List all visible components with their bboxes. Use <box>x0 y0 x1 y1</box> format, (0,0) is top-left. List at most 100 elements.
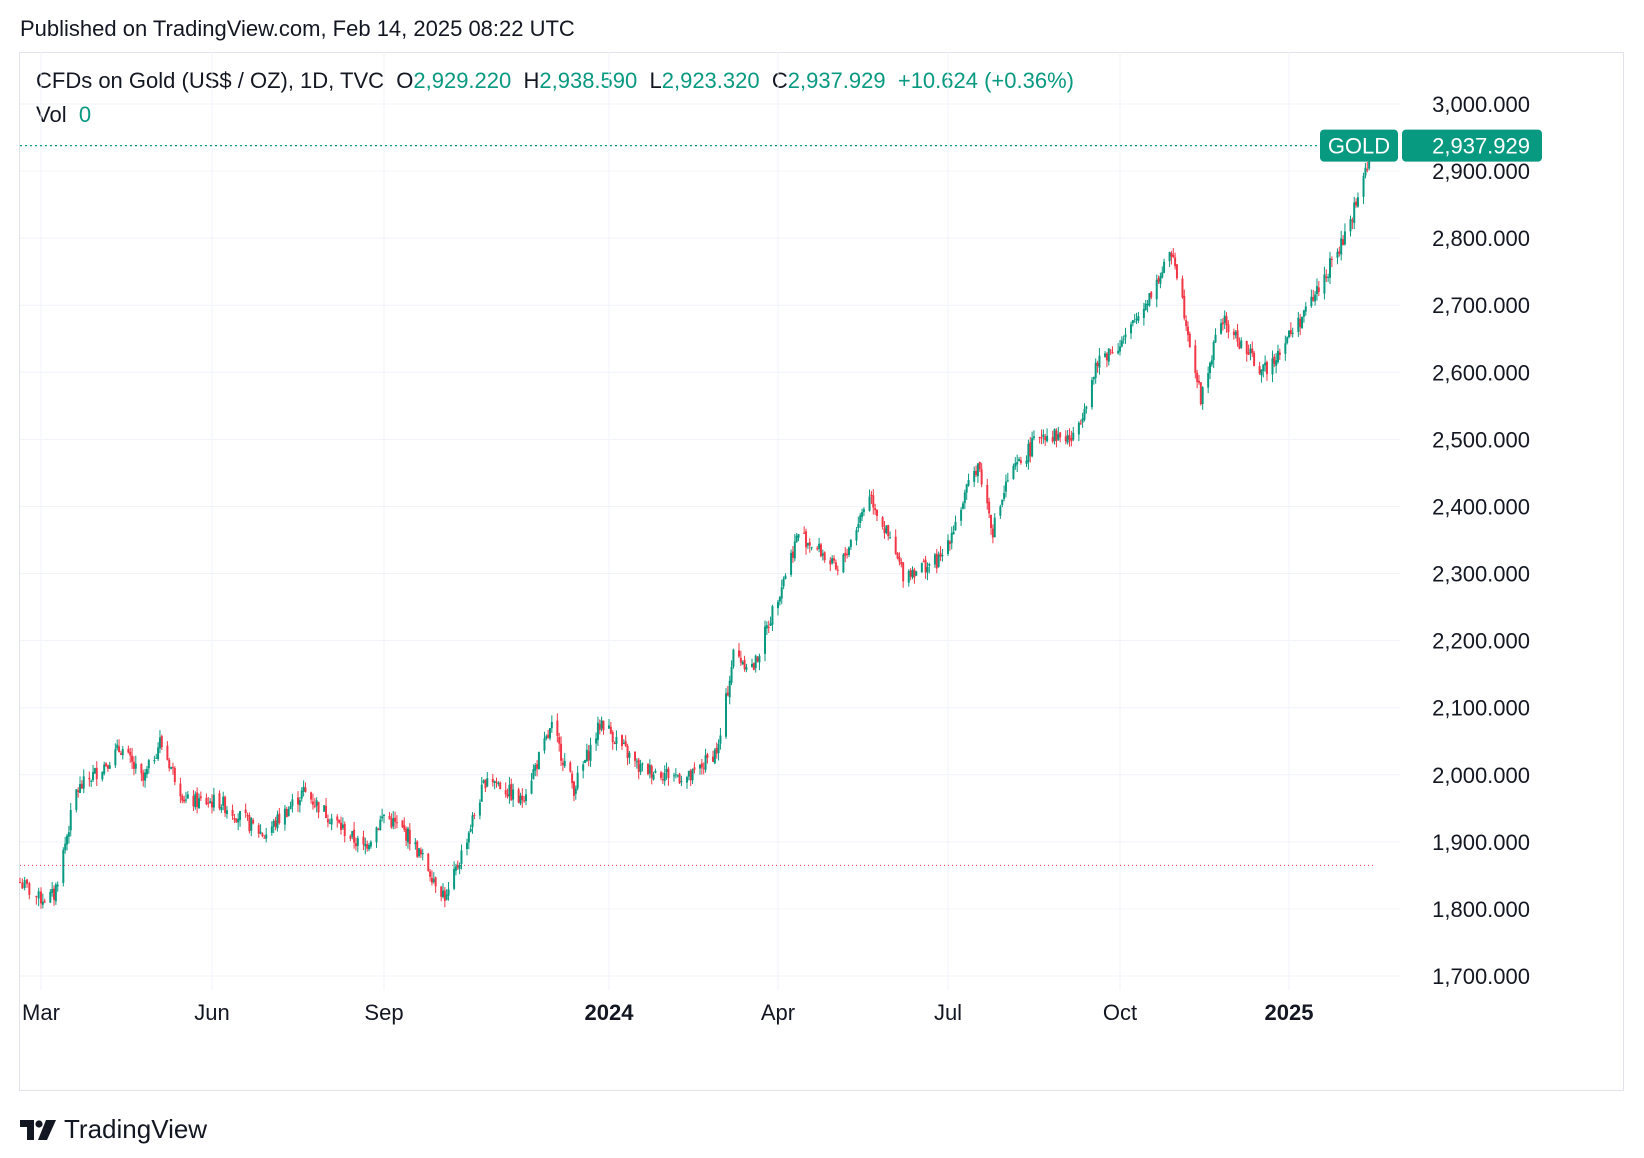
candle-body <box>1351 220 1354 222</box>
candle-up <box>287 806 290 817</box>
candle-body <box>782 578 785 587</box>
candle-body <box>218 793 221 809</box>
candle-body <box>171 767 174 769</box>
candle-down <box>218 790 221 811</box>
candle-up <box>1104 350 1107 358</box>
candle-body <box>652 774 655 780</box>
candle-down <box>874 503 877 515</box>
candle-body <box>326 819 329 823</box>
candle-up <box>54 882 57 905</box>
candle-body <box>859 515 862 524</box>
candle-up <box>1025 455 1028 468</box>
candle-body <box>924 559 927 573</box>
candle-up <box>1122 335 1125 344</box>
candle-body <box>1265 361 1268 375</box>
candle-up <box>641 762 644 772</box>
candle-up <box>1107 348 1110 366</box>
candle-body <box>1302 310 1305 317</box>
candle-body <box>330 818 333 825</box>
candle-body <box>963 492 966 504</box>
candle-up <box>574 785 577 800</box>
candle-down <box>1185 315 1188 332</box>
candle-up <box>1148 293 1151 307</box>
candle-up <box>663 765 666 786</box>
candle-body <box>1042 434 1045 437</box>
candle-body <box>537 752 540 769</box>
candle-up <box>847 546 850 558</box>
candle-body <box>394 817 397 822</box>
candle-up <box>795 532 798 543</box>
candle-body <box>887 525 890 537</box>
candle-body <box>829 560 832 565</box>
candle-down <box>343 821 346 843</box>
candle-down <box>26 878 28 888</box>
candle-body <box>418 848 421 857</box>
candle-up <box>563 753 566 768</box>
candle-up <box>392 811 395 830</box>
time-tick-label: 2025 <box>1265 1000 1314 1025</box>
candle-body <box>233 817 236 820</box>
candle-down <box>883 520 886 539</box>
candle-down <box>913 567 916 584</box>
candle-down <box>362 830 365 851</box>
candle-body <box>730 666 733 683</box>
candle-body <box>1340 238 1343 255</box>
candle-down <box>119 750 122 756</box>
open-label: O <box>396 68 414 93</box>
candle-body <box>926 567 929 573</box>
candle-down <box>310 791 313 804</box>
candle-down <box>1330 256 1333 268</box>
price-chart[interactable]: 1,700.000 1,800.000 1,900.000 2,000.000 2,10… <box>0 0 1644 1100</box>
candle-body <box>211 801 213 808</box>
candle-body <box>1051 437 1054 442</box>
candle-up <box>458 862 461 875</box>
candle-body <box>780 587 783 599</box>
candle-body <box>793 541 796 559</box>
candle-up <box>582 760 585 779</box>
candle-body <box>613 743 616 745</box>
candle-body <box>558 736 561 744</box>
candle-down <box>637 758 640 780</box>
candle-down <box>712 750 714 763</box>
candle-body <box>261 833 264 837</box>
candle-body <box>442 890 445 897</box>
candle-down <box>621 734 623 750</box>
candle-up <box>532 764 535 780</box>
candle-body <box>196 792 199 808</box>
candle-body <box>1260 369 1263 376</box>
candle-up <box>1343 223 1346 246</box>
candle-up <box>447 882 450 901</box>
candle-up <box>421 848 424 861</box>
candle-body <box>101 771 104 780</box>
candle-body <box>1297 317 1300 332</box>
candle-body <box>536 764 539 769</box>
candle-body <box>576 772 579 789</box>
candle-down <box>872 489 875 515</box>
candle-up <box>1353 196 1356 230</box>
candle-body <box>1291 332 1294 334</box>
candle-down <box>88 771 91 787</box>
candle-body <box>1223 315 1226 323</box>
candle-body <box>881 517 884 527</box>
candle-body <box>108 765 111 769</box>
candle-up <box>116 739 119 751</box>
time-axis[interactable]: Mar Jun Sep 2024 Apr Jul Oct 2025 <box>22 1000 1313 1025</box>
price-axis[interactable]: 1,700.000 1,800.000 1,900.000 2,000.000 2,10… <box>1432 92 1530 989</box>
candle-up <box>584 759 587 764</box>
candle-down <box>285 806 288 818</box>
candle-body <box>702 767 705 769</box>
candle-body <box>1046 435 1049 442</box>
candle-down <box>833 555 836 564</box>
candle-down <box>390 813 393 829</box>
candle-down <box>28 881 31 900</box>
candle-body <box>127 749 130 753</box>
candle-body <box>486 778 489 787</box>
candle-body <box>460 850 463 864</box>
candle-down <box>611 730 614 750</box>
candle-down <box>1188 331 1191 348</box>
candle-body <box>988 501 991 514</box>
candle-down <box>887 524 890 541</box>
tradingview-logo[interactable]: TradingView <box>20 1114 207 1145</box>
candle-up <box>741 660 744 665</box>
candle-body <box>23 880 26 888</box>
